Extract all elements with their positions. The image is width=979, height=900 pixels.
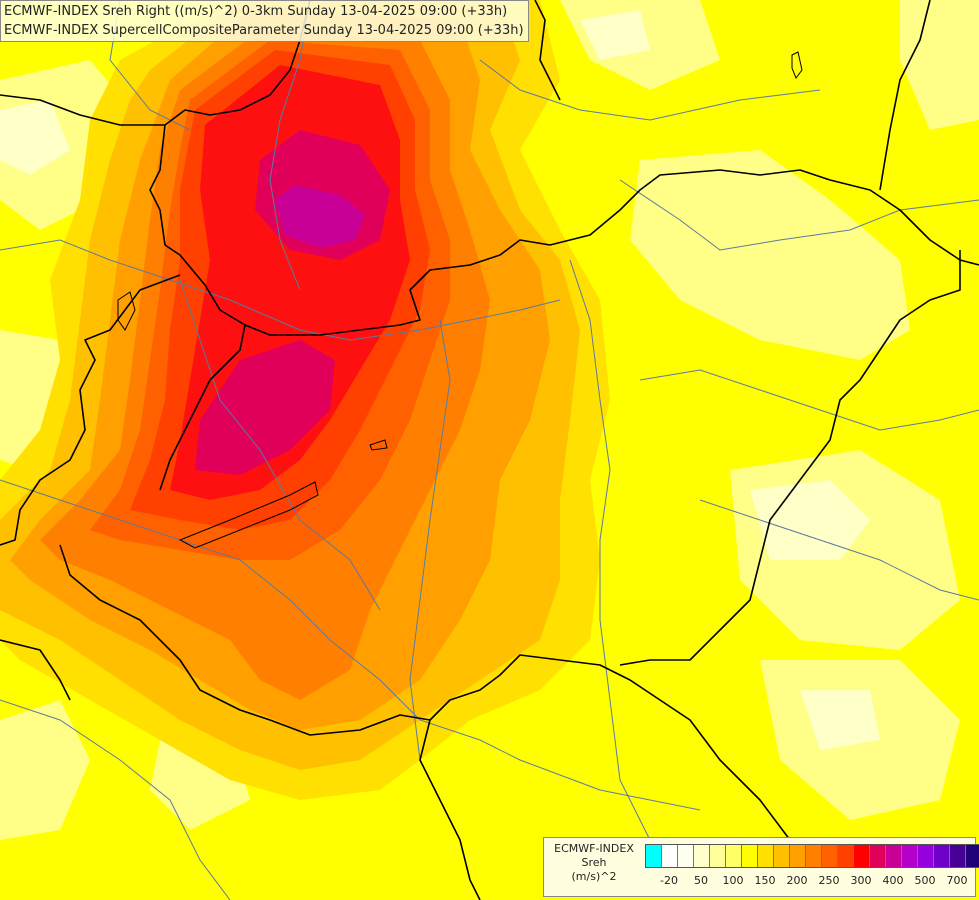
legend-swatch — [822, 845, 838, 867]
legend-variable: Sreh — [581, 856, 607, 869]
legend-swatch — [694, 845, 710, 867]
legend-swatch — [806, 845, 822, 867]
legend-tick-label: 300 — [850, 874, 872, 887]
legend-swatch — [838, 845, 854, 867]
legend-swatch — [646, 845, 662, 867]
legend-tick-label: 500 — [914, 874, 936, 887]
legend-swatch — [710, 845, 726, 867]
map-title-line-2: ECMWF-INDEX SupercellCompositeParameter … — [4, 23, 524, 38]
legend-swatch — [886, 845, 902, 867]
legend-swatch — [934, 845, 950, 867]
legend-swatch — [870, 845, 886, 867]
legend-tick-label: -20 — [660, 874, 678, 887]
legend-tick-label: 50 — [694, 874, 708, 887]
legend-tick-label: 700 — [946, 874, 968, 887]
legend-swatch — [950, 845, 966, 867]
legend-tick-label: 100 — [722, 874, 744, 887]
legend-swatch — [742, 845, 758, 867]
legend-tick-label: 200 — [786, 874, 808, 887]
legend-swatch — [678, 845, 694, 867]
legend-tick-label: 250 — [818, 874, 840, 887]
very-low-sreh-areas — [0, 10, 880, 750]
legend-swatch — [902, 845, 918, 867]
legend-model: ECMWF-INDEX — [554, 842, 634, 855]
legend-swatch — [662, 845, 678, 867]
legend-title: ECMWF-INDEX Sreh (m/s)^2 — [548, 842, 640, 884]
legend-swatch — [790, 845, 806, 867]
legend-tick-labels: -20 50 100 150 200 250 300 400 500 700 — [645, 874, 975, 890]
legend-unit: (m/s)^2 — [571, 870, 617, 883]
legend-swatch — [758, 845, 774, 867]
legend-swatch — [854, 845, 870, 867]
map-title-line-1: ECMWF-INDEX Sreh Right ((m/s)^2) 0-3km S… — [4, 4, 508, 19]
legend-color-scale — [645, 844, 979, 868]
contour-crimson-south — [195, 340, 335, 475]
legend-swatch — [918, 845, 934, 867]
legend-tick-label: 150 — [754, 874, 776, 887]
legend-tick-label: 400 — [882, 874, 904, 887]
legend-swatch — [726, 845, 742, 867]
lakes — [117, 51, 803, 549]
map-title-box: ECMWF-INDEX Sreh Right ((m/s)^2) 0-3km S… — [0, 0, 529, 42]
legend-swatch — [774, 845, 790, 867]
color-legend: ECMWF-INDEX Sreh (m/s)^2 -20 50 100 150 200 2… — [543, 837, 979, 897]
contour-magenta — [275, 185, 365, 248]
legend-swatch — [966, 845, 979, 867]
